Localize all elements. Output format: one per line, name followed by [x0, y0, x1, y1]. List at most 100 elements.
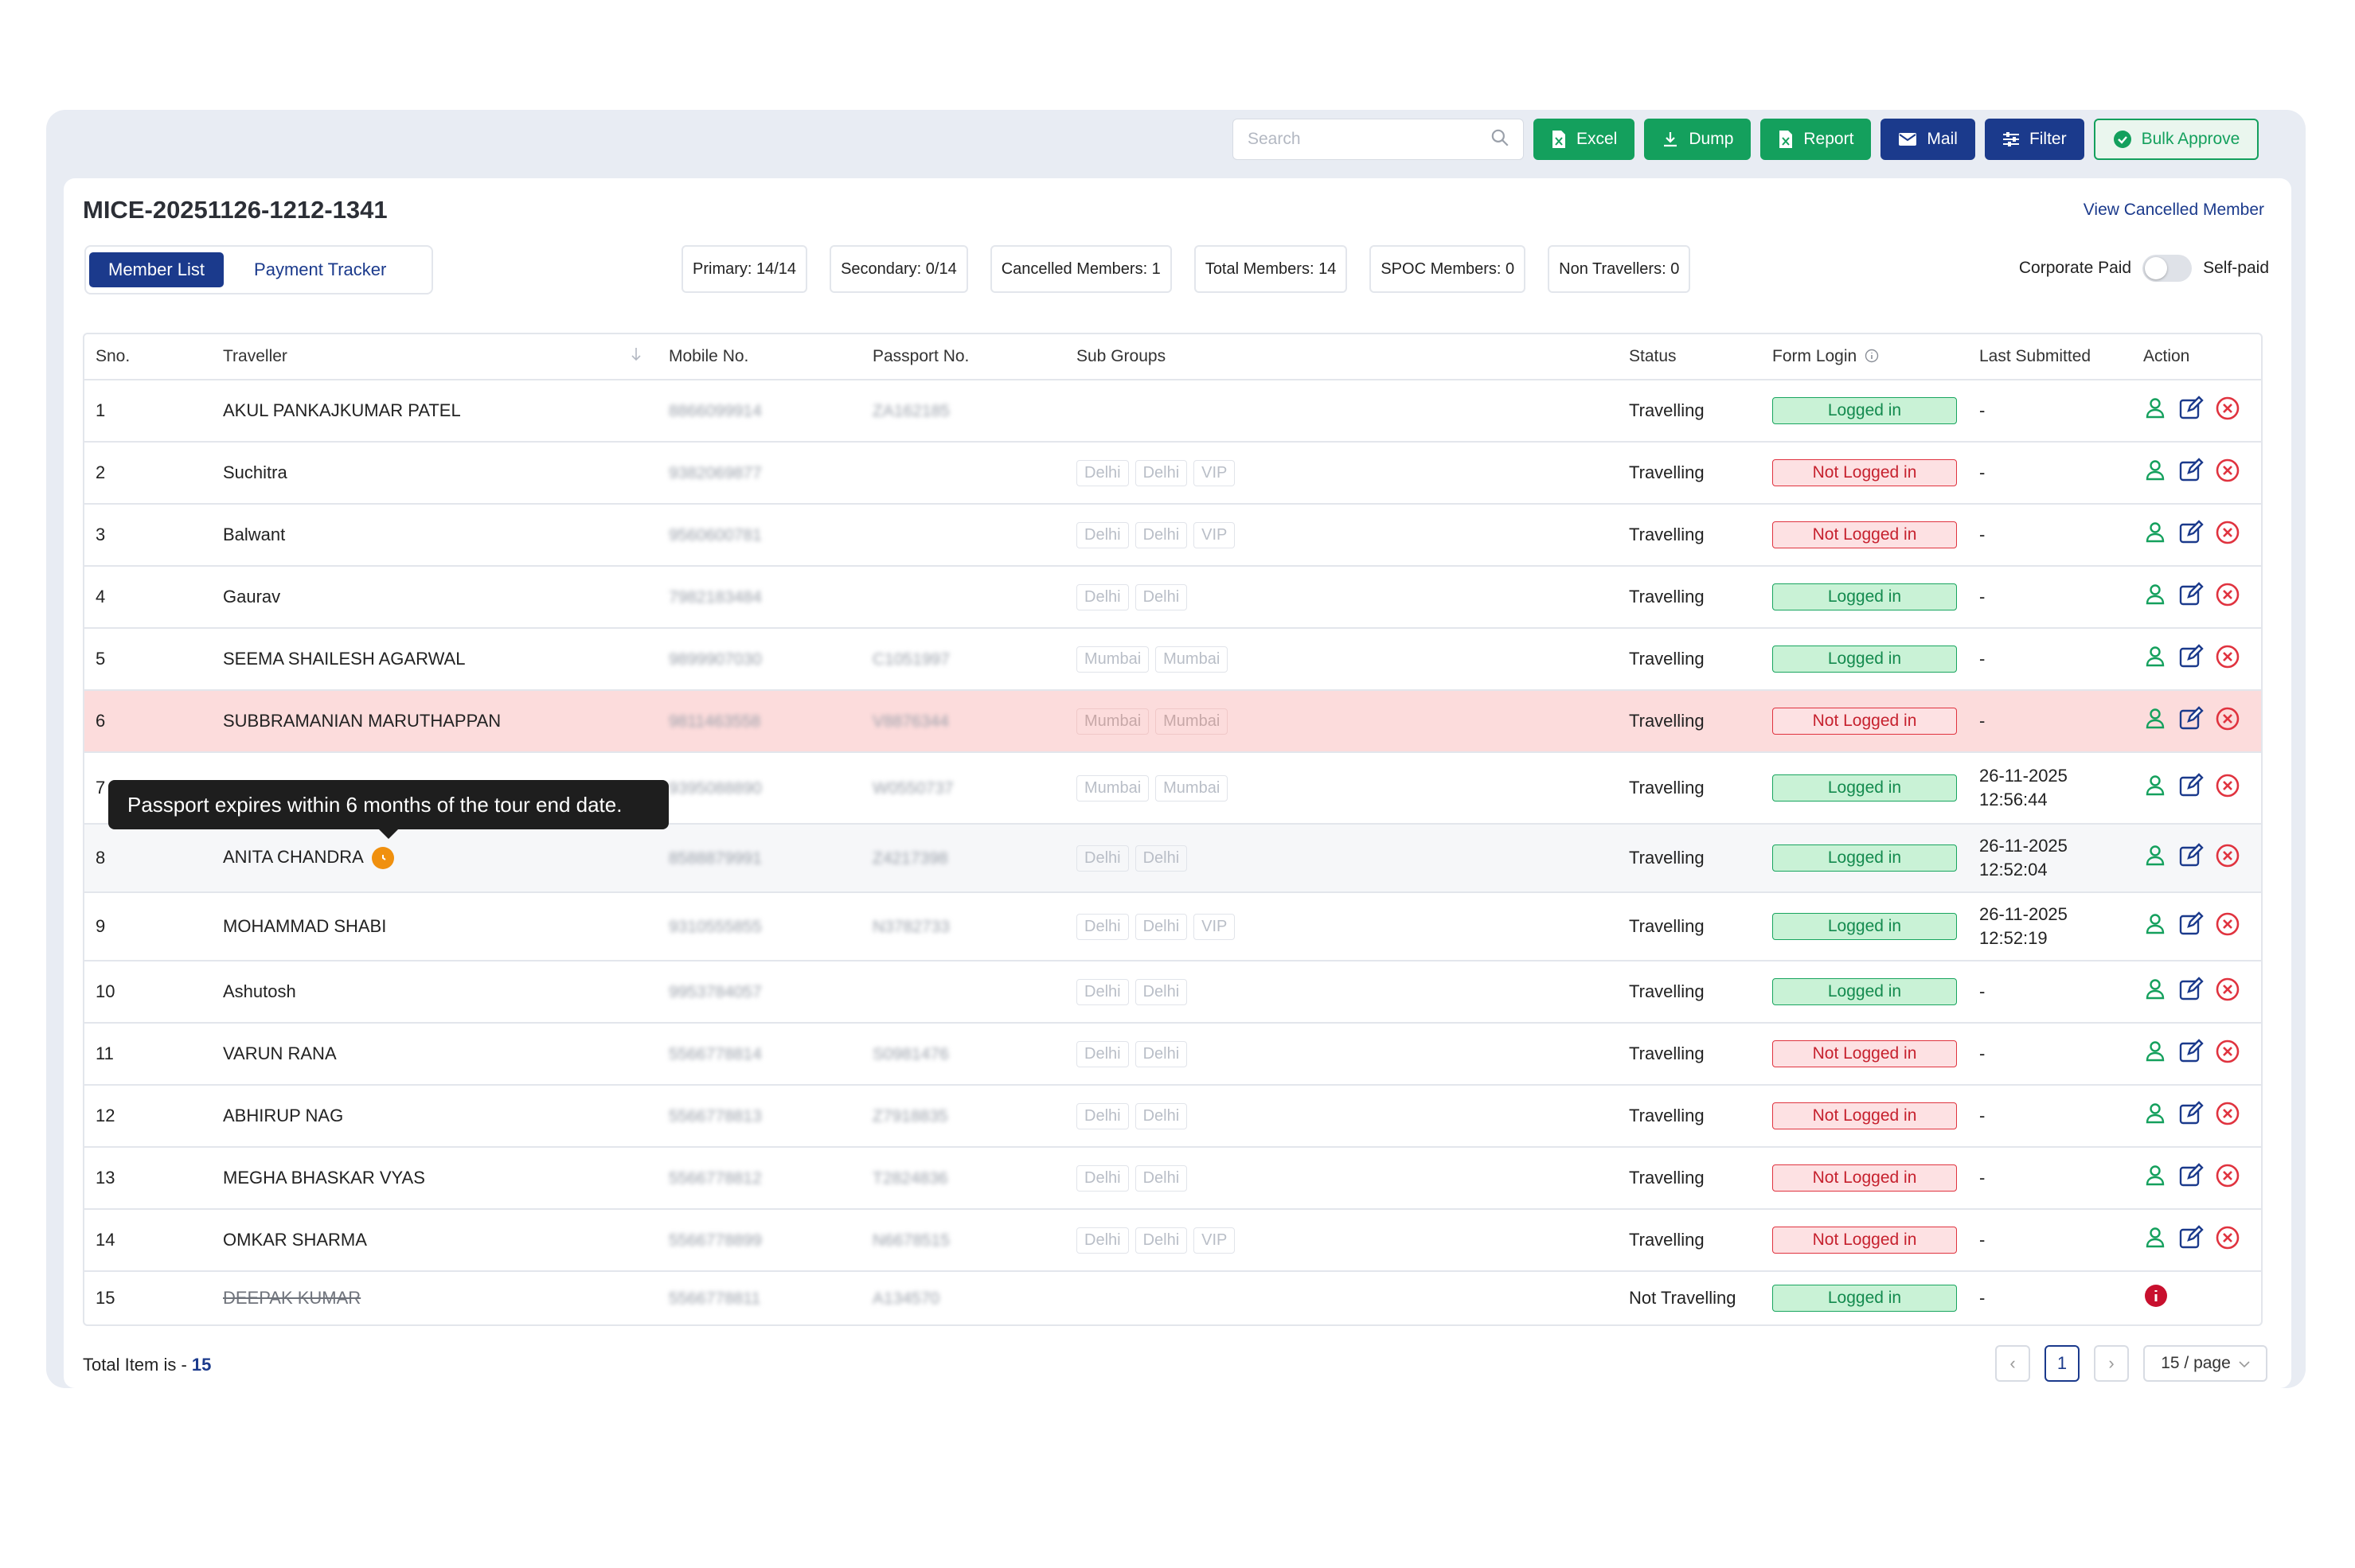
cancel-member-icon[interactable] — [2215, 911, 2240, 942]
table-row[interactable]: 9 MOHAMMAD SHABI 9310555855 N3782733 Delhi De… — [84, 893, 2261, 961]
search-icon[interactable] — [1490, 127, 1510, 152]
table-row[interactable]: 11 VARUN RANA 5566778814 S0981476 Delhi Delhi… — [84, 1024, 2261, 1086]
view-member-icon[interactable] — [2143, 774, 2167, 802]
search-input[interactable] — [1246, 129, 1469, 150]
chevron-down-icon — [2239, 1354, 2250, 1373]
view-member-icon[interactable] — [2143, 521, 2167, 549]
cancel-member-icon[interactable] — [2215, 644, 2240, 674]
mail-button[interactable]: Mail — [1880, 119, 1975, 160]
edit-icon[interactable] — [2178, 458, 2204, 488]
edit-icon[interactable] — [2178, 1039, 2204, 1069]
tab-payment-tracker[interactable]: Payment Tracker — [254, 259, 387, 279]
excel-button[interactable]: Excel — [1533, 119, 1635, 160]
table-row[interactable]: 1 AKUL PANKAJKUMAR PATEL 8866099914 ZA16218… — [84, 380, 2261, 443]
table-row[interactable]: 12 ABHIRUP NAG 5566778813 Z7918835 Delhi Delh… — [84, 1086, 2261, 1148]
edit-icon[interactable] — [2178, 911, 2204, 942]
cancel-member-icon[interactable] — [2215, 843, 2240, 873]
traveller-name[interactable]: ABHIRUP NAG — [223, 1106, 344, 1125]
table-row[interactable]: 13 MEGHA BHASKAR VYAS 5566778812 T2824836 De… — [84, 1148, 2261, 1210]
traveller-name[interactable]: MEGHA BHASKAR VYAS — [223, 1168, 425, 1188]
table-row[interactable]: 4 Gaurav 7982183484 Delhi Delhi Travelling Log… — [84, 567, 2261, 629]
view-member-icon[interactable] — [2143, 458, 2167, 487]
tab-member-list[interactable]: Member List — [89, 252, 225, 287]
traveller-name[interactable]: Gaurav — [223, 587, 281, 607]
edit-icon[interactable] — [2178, 396, 2204, 426]
traveller-name[interactable]: OMKAR SHARMA — [223, 1230, 367, 1250]
edit-icon[interactable] — [2178, 582, 2204, 612]
edit-icon[interactable] — [2178, 706, 2204, 736]
payment-switch[interactable] — [2142, 255, 2193, 282]
cancel-member-icon[interactable] — [2215, 396, 2240, 426]
traveller-name[interactable]: VARUN RANA — [223, 1043, 337, 1063]
table-row[interactable]: 15 DEEPAK KUMAR 5566778811 A134570 Not Trave… — [84, 1272, 2261, 1324]
traveller-name[interactable]: Ashutosh — [223, 981, 296, 1001]
cancel-member-icon[interactable] — [2215, 1163, 2240, 1193]
traveller-name[interactable]: AKUL PANKAJKUMAR PATEL — [223, 400, 461, 420]
traveller-name[interactable]: SUBBRAMANIAN MARUTHAPPAN — [223, 711, 502, 731]
cell-passport: ZA162185 — [861, 400, 1065, 421]
cancel-member-icon[interactable] — [2215, 1039, 2240, 1069]
cell-status: Not Travelling — [1629, 1288, 1736, 1308]
edit-icon[interactable] — [2178, 1225, 2204, 1255]
view-member-icon[interactable] — [2143, 1039, 2167, 1068]
edit-icon[interactable] — [2178, 1163, 2204, 1193]
table-row[interactable]: 14 OMKAR SHARMA 5566778899 N6678515 Delhi Del… — [84, 1210, 2261, 1272]
cancel-member-icon[interactable] — [2215, 706, 2240, 736]
cancel-member-icon[interactable] — [2215, 1101, 2240, 1131]
edit-icon[interactable] — [2178, 773, 2204, 803]
search-box[interactable] — [1232, 119, 1524, 160]
table-row[interactable]: 5 SEEMA SHAILESH AGARWAL 9899907030 C105199… — [84, 629, 2261, 691]
table-row[interactable]: 3 Balwant 9560600781 Delhi Delhi VIP Travellin… — [84, 505, 2261, 567]
edit-icon[interactable] — [2178, 644, 2204, 674]
traveller-name[interactable]: DEEPAK KUMAR — [223, 1288, 361, 1308]
sort-arrow-icon[interactable] — [631, 347, 642, 366]
info-alert-icon[interactable] — [2143, 1283, 2169, 1313]
bulk-approve-button[interactable]: Bulk Approve — [2093, 119, 2259, 160]
next-page-button[interactable]: › — [2094, 1345, 2129, 1382]
table-row[interactable]: 10 Ashutosh 9953784057 Delhi Delhi Travelling… — [84, 961, 2261, 1024]
traveller-name[interactable]: MOHAMMAD SHABI — [223, 916, 387, 936]
dump-button[interactable]: Dump — [1644, 119, 1752, 160]
traveller-name[interactable]: Balwant — [223, 525, 286, 544]
passport-expiry-warning-icon[interactable] — [371, 847, 394, 870]
cancel-member-icon[interactable] — [2215, 773, 2240, 803]
last-submitted-text: 26-11-2025 — [1979, 836, 2068, 856]
edit-icon[interactable] — [2178, 843, 2204, 873]
view-member-icon[interactable] — [2143, 1164, 2167, 1192]
traveller-name[interactable]: ANITA CHANDRA — [223, 846, 364, 867]
table-row[interactable]: 7 9395088890 W0550737 Mumbai Mumbai Travellin… — [84, 753, 2261, 825]
edit-icon[interactable] — [2178, 977, 2204, 1007]
page-number-button[interactable]: 1 — [2045, 1345, 2080, 1382]
view-member-icon[interactable] — [2143, 645, 2167, 673]
view-cancelled-member-link[interactable]: View Cancelled Member — [2083, 201, 2264, 219]
table-row[interactable]: 2 Suchitra 9382069877 Delhi Delhi VIP Travelli… — [84, 443, 2261, 505]
traveller-name[interactable]: SEEMA SHAILESH AGARWAL — [223, 649, 466, 669]
view-member-icon[interactable] — [2143, 583, 2167, 611]
view-member-icon[interactable] — [2143, 1102, 2167, 1130]
table-row[interactable]: 6 SUBBRAMANIAN MARUTHAPPAN 9811463558 V8876… — [84, 691, 2261, 753]
last-submitted-text: - — [1979, 400, 1986, 420]
header-traveller[interactable]: Traveller — [212, 347, 658, 366]
subgroup-tag: Delhi — [1135, 1102, 1188, 1129]
info-icon[interactable] — [1861, 347, 1879, 365]
view-member-icon[interactable] — [2143, 1226, 2167, 1254]
report-button[interactable]: Report — [1760, 119, 1872, 160]
cancel-member-icon[interactable] — [2215, 1225, 2240, 1255]
view-member-icon[interactable] — [2143, 977, 2167, 1006]
page-size-select[interactable]: 15 / page — [2143, 1345, 2267, 1382]
traveller-name[interactable]: Suchitra — [223, 462, 287, 482]
cancel-member-icon[interactable] — [2215, 520, 2240, 550]
view-member-icon[interactable] — [2143, 396, 2167, 425]
edit-icon[interactable] — [2178, 520, 2204, 550]
view-member-icon[interactable] — [2143, 707, 2167, 735]
cell-action — [2132, 977, 2259, 1007]
cancel-member-icon[interactable] — [2215, 977, 2240, 1007]
edit-icon[interactable] — [2178, 1101, 2204, 1131]
view-member-icon[interactable] — [2143, 912, 2167, 941]
filter-button[interactable]: Filter — [1984, 119, 2084, 160]
cancel-member-icon[interactable] — [2215, 458, 2240, 488]
table-row[interactable]: 8 ANITA CHANDRA 8588879991 Z4217398 Delhi Del… — [84, 825, 2261, 893]
cancel-member-icon[interactable] — [2215, 582, 2240, 612]
prev-page-button[interactable]: ‹ — [1995, 1345, 2030, 1382]
view-member-icon[interactable] — [2143, 844, 2167, 872]
